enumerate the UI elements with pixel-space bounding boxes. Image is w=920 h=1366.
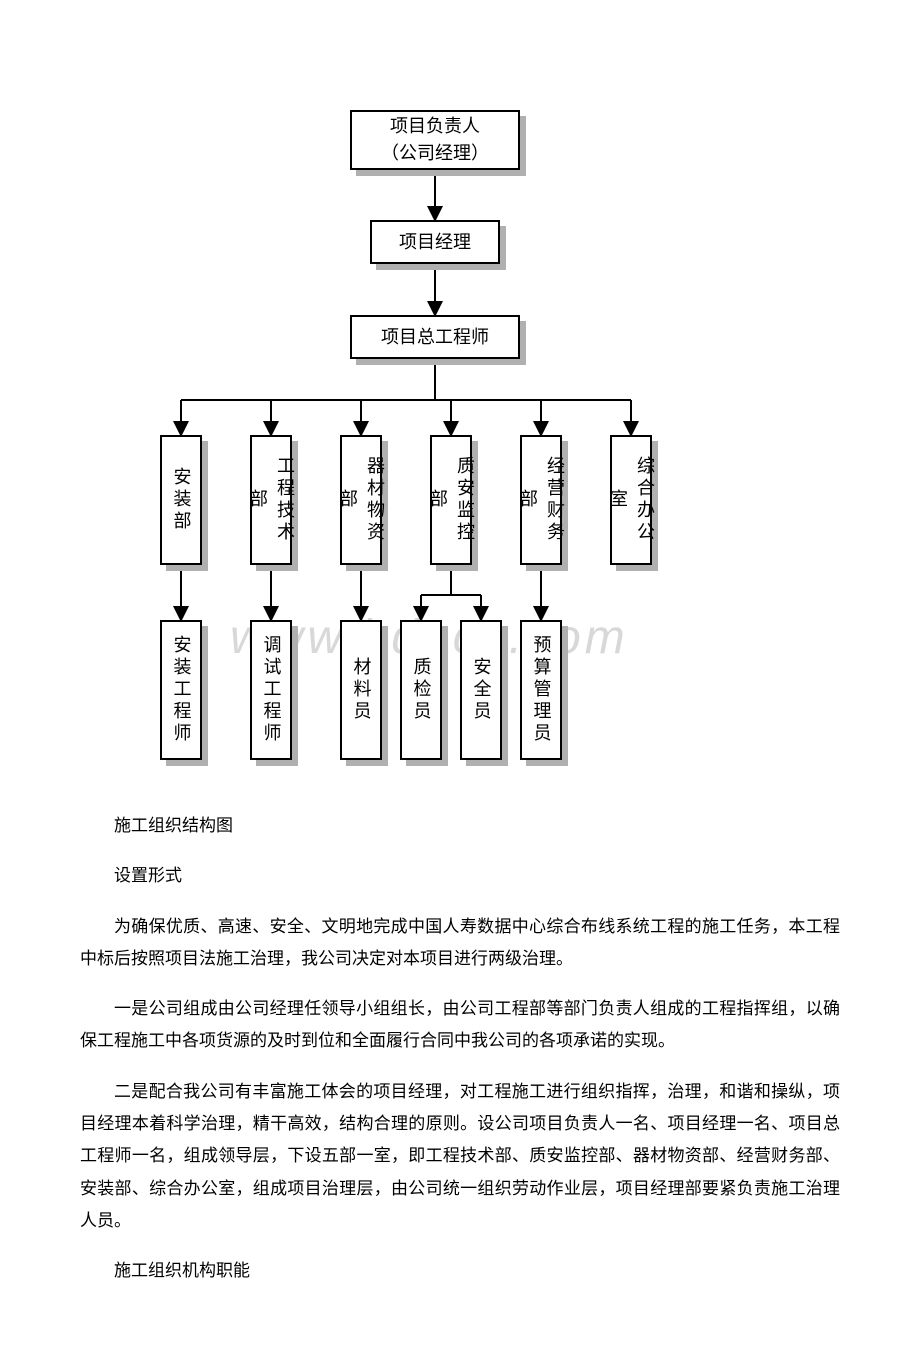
heading-org-function: 施工组织机构职能	[80, 1255, 840, 1287]
node-dept-materials: 器材物资部	[340, 435, 382, 565]
paragraph: 为确保优质、高速、安全、文明地完成中国人寿数据中心综合布线系统工程的施工任务，本…	[80, 911, 840, 976]
node-dept-finance: 经营财务部	[520, 435, 562, 565]
heading-setup-form: 设置形式	[80, 860, 840, 892]
org-chart: www.bdocx.com	[80, 100, 840, 780]
node-label: 项目负责人	[390, 113, 480, 140]
node-dept-install: 安装部	[160, 435, 202, 565]
node-role-qc-staff: 质检员	[400, 620, 442, 760]
node-project-owner: 项目负责人 （公司经理）	[350, 110, 520, 170]
document-text: 施工组织结构图 设置形式 为确保优质、高速、安全、文明地完成中国人寿数据中心综合…	[80, 810, 840, 1288]
node-chief-engineer: 项目总工程师	[350, 315, 520, 359]
node-role-material-staff: 材料员	[340, 620, 382, 760]
node-label: （公司经理）	[381, 140, 489, 167]
node-label: 项目经理	[399, 229, 471, 256]
paragraph: 二是配合我公司有丰富施工体会的项目经理，对工程施工进行组织指挥，治理，和谐和操纵…	[80, 1076, 840, 1237]
node-dept-engineering: 工程技术部	[250, 435, 292, 565]
node-role-debug-engineer: 调试工程师	[250, 620, 292, 760]
chart-caption: 施工组织结构图	[80, 810, 840, 842]
node-role-budget-staff: 预算管理员	[520, 620, 562, 760]
node-dept-office: 综合办公室	[610, 435, 652, 565]
paragraph: 一是公司组成由公司经理任领导小组组长，由公司工程部等部门负责人组成的工程指挥组，…	[80, 993, 840, 1058]
node-project-manager: 项目经理	[370, 220, 500, 264]
node-role-install-engineer: 安装工程师	[160, 620, 202, 760]
node-label: 项目总工程师	[381, 324, 489, 351]
node-role-safety-staff: 安全员	[460, 620, 502, 760]
node-dept-qa-safety: 质安监控部	[430, 435, 472, 565]
